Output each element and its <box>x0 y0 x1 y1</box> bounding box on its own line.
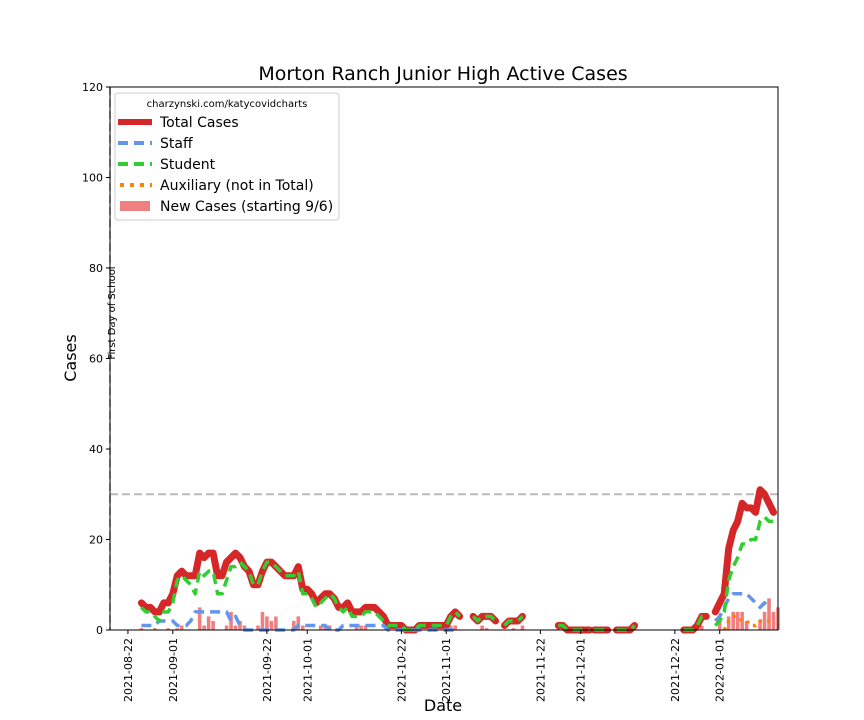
new-case-bar <box>229 611 233 630</box>
legend-label-auxiliary: Auxiliary (not in Total) <box>160 178 314 194</box>
x-tick-label: 2021-08-22 <box>122 638 135 702</box>
x-axis-label: Date <box>424 696 462 715</box>
new-case-bar <box>762 611 767 630</box>
legend-label-student: Student <box>160 157 216 173</box>
new-case-bar <box>296 616 301 630</box>
new-case-bar <box>256 625 260 630</box>
new-case-bar <box>717 620 722 630</box>
new-case-bar <box>480 625 484 630</box>
new-case-bar <box>359 625 363 630</box>
student-line-segment <box>503 615 524 627</box>
new-case-bar <box>735 611 740 630</box>
series-lines <box>137 486 778 634</box>
x-tick-label: 2021-10-01 <box>301 638 314 702</box>
new-case-bar <box>740 611 744 630</box>
new-case-bar <box>484 628 489 630</box>
y-tick-label: 20 <box>89 534 103 547</box>
new-case-bar <box>274 616 278 630</box>
new-case-bar <box>448 625 453 630</box>
new-case-bar <box>242 625 247 630</box>
y-tick-label: 0 <box>96 624 103 637</box>
y-tick-label: 60 <box>89 353 103 366</box>
new-case-bar <box>224 625 229 630</box>
y-tick-label: 120 <box>82 81 103 94</box>
total-cases-line-segment <box>711 486 778 616</box>
new-case-bar <box>767 598 771 630</box>
new-case-bar <box>556 628 561 630</box>
x-tick-label: 2021-09-01 <box>167 638 180 702</box>
x-tick-label: 2021-12-22 <box>669 638 682 702</box>
new-case-bar <box>292 620 296 630</box>
new-case-bar <box>265 616 269 630</box>
legend-label-total: Total Cases <box>159 115 239 131</box>
legend-label-staff: Staff <box>160 136 193 152</box>
legend: charzynski.com/katycovidcharts Total Cas… <box>114 92 340 221</box>
new-case-bar <box>233 625 238 630</box>
new-case-bar <box>731 611 735 630</box>
new-case-bar <box>206 616 211 630</box>
new-case-bar <box>179 625 184 630</box>
x-tick-label: 2021-09-22 <box>261 638 274 702</box>
new-case-bar <box>318 625 323 630</box>
new-case-bar <box>744 620 749 630</box>
y-tick-label: 80 <box>89 262 103 275</box>
student-line-segment <box>713 515 774 627</box>
x-tick-label: 2021-11-22 <box>534 638 547 702</box>
y-tick-label: 40 <box>89 443 103 456</box>
new-case-bar <box>211 620 215 630</box>
new-case-bar <box>771 611 776 630</box>
new-case-bar <box>175 628 180 630</box>
new-case-bar <box>202 625 206 630</box>
x-axis: 2021-08-22 2021-09-01 2021-09-22 2021-10-01… <box>122 630 727 702</box>
new-case-bar <box>238 620 242 630</box>
student-line-segment <box>471 614 497 623</box>
new-case-bar <box>758 620 762 630</box>
new-case-bar <box>269 620 274 630</box>
new-case-bar <box>197 607 202 631</box>
new-case-bar <box>166 628 171 630</box>
y-axis: 0 20 40 60 80 100 120 <box>82 81 110 637</box>
new-case-bar <box>300 625 305 630</box>
new-case-bar <box>511 628 516 630</box>
new-case-bar <box>139 628 144 630</box>
new-case-bar <box>453 625 457 630</box>
chart-title: Morton Ranch Junior High Active Cases <box>258 63 627 85</box>
new-case-bar <box>260 611 265 630</box>
total-cases-line-segment <box>137 549 464 634</box>
first-day-of-school-label: First Day of School <box>107 266 118 359</box>
x-tick-label: 2021-10-22 <box>395 638 408 702</box>
new-case-bar <box>699 625 704 630</box>
legend-swatch-new-cases <box>120 201 150 211</box>
y-axis-label: Cases <box>61 334 80 382</box>
new-case-bar <box>520 625 525 630</box>
new-case-bar <box>363 625 368 630</box>
new-case-bar <box>153 628 157 630</box>
legend-label-new-cases: New Cases (starting 9/6) <box>160 199 333 215</box>
legend-title: charzynski.com/katycovidcharts <box>147 99 308 110</box>
x-tick-label: 2021-12-01 <box>575 638 588 702</box>
new-case-bar <box>354 625 359 630</box>
legend-box <box>114 92 340 221</box>
x-tick-label: 2021-11-01 <box>440 638 453 702</box>
y-tick-label: 100 <box>82 172 103 185</box>
x-tick-label: 2022-01-01 <box>714 638 727 702</box>
